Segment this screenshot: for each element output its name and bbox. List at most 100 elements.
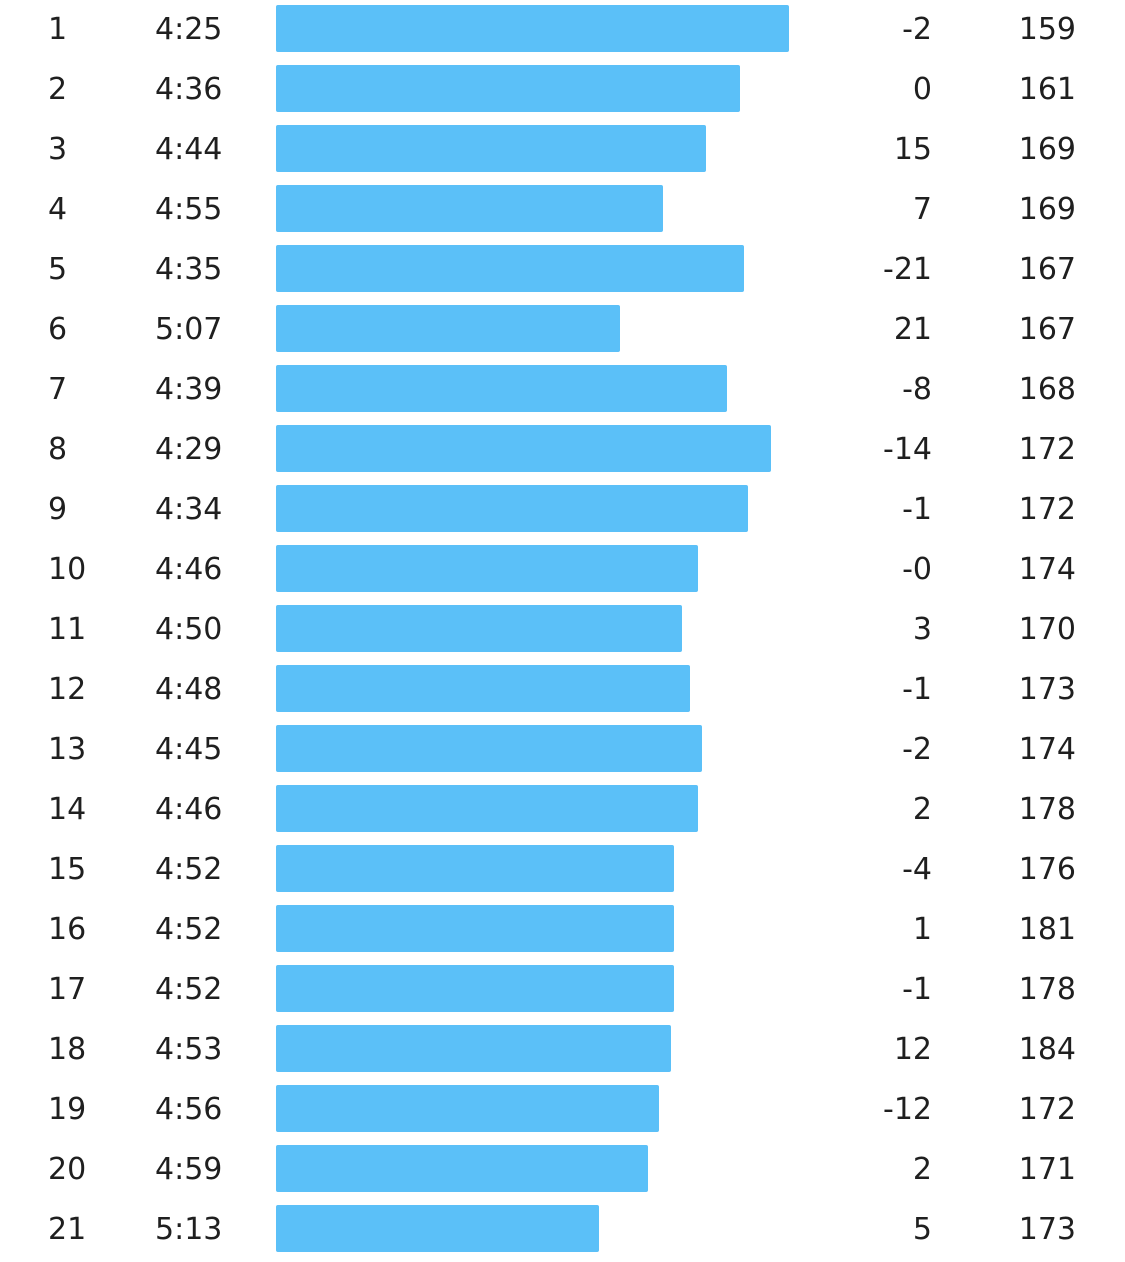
- split-elevation: 21: [893, 312, 932, 347]
- pace-bar: [276, 305, 620, 352]
- pace-bar: [276, 605, 682, 652]
- split-heart-rate: 172: [1018, 1092, 1076, 1127]
- split-km: 7: [48, 372, 68, 407]
- split-km: 18: [48, 1032, 87, 1067]
- pace-bar: [276, 1145, 648, 1192]
- split-row: 18 4:53 12 184: [0, 1020, 1125, 1080]
- split-heart-rate: 169: [1018, 192, 1076, 227]
- split-row: 1 4:25 -2 159: [0, 0, 1125, 60]
- split-km: 13: [48, 732, 87, 767]
- split-row: 8 4:29 -14 172: [0, 420, 1125, 480]
- split-km: 5: [48, 252, 68, 287]
- split-elevation: -21: [883, 252, 932, 287]
- split-pace: 4:25: [155, 12, 223, 47]
- split-pace: 4:52: [155, 852, 223, 887]
- split-row: 2 4:36 0 161: [0, 60, 1125, 120]
- split-elevation: -8: [902, 372, 932, 407]
- split-row: 4 4:55 7 169: [0, 180, 1125, 240]
- split-pace: 4:39: [155, 372, 223, 407]
- pace-bar: [276, 425, 771, 472]
- split-pace: 4:34: [155, 492, 223, 527]
- split-pace: 4:45: [155, 732, 223, 767]
- split-km: 2: [48, 72, 68, 107]
- split-km: 11: [48, 612, 87, 647]
- split-km: 21: [48, 1212, 87, 1247]
- split-heart-rate: 184: [1018, 1032, 1076, 1067]
- split-row: 6 5:07 21 167: [0, 300, 1125, 360]
- split-km: 10: [48, 552, 87, 587]
- split-km: 12: [48, 672, 87, 707]
- pace-bar: [276, 1085, 659, 1132]
- split-pace: 4:44: [155, 132, 223, 167]
- split-heart-rate: 170: [1018, 612, 1076, 647]
- split-elevation: 5: [912, 1212, 932, 1247]
- split-elevation: -0: [902, 552, 932, 587]
- split-elevation: 0: [912, 72, 932, 107]
- split-pace: 4:50: [155, 612, 223, 647]
- split-row: 3 4:44 15 169: [0, 120, 1125, 180]
- split-km: 20: [48, 1152, 87, 1187]
- split-heart-rate: 176: [1018, 852, 1076, 887]
- pace-bar: [276, 785, 698, 832]
- split-elevation: 2: [912, 1152, 932, 1187]
- split-km: 19: [48, 1092, 87, 1127]
- split-km: 17: [48, 972, 87, 1007]
- split-km: 15: [48, 852, 87, 887]
- pace-bar: [276, 545, 698, 592]
- split-elevation: 7: [912, 192, 932, 227]
- split-elevation: -1: [902, 972, 932, 1007]
- split-pace: 4:53: [155, 1032, 223, 1067]
- split-heart-rate: 167: [1018, 252, 1076, 287]
- split-heart-rate: 169: [1018, 132, 1076, 167]
- pace-bar: [276, 1205, 599, 1252]
- pace-bar: [276, 725, 702, 772]
- split-km: 1: [48, 12, 68, 47]
- pace-bar: [276, 185, 663, 232]
- split-row: 5 4:35 -21 167: [0, 240, 1125, 300]
- split-elevation: 1: [912, 912, 932, 947]
- split-pace: 4:59: [155, 1152, 223, 1187]
- split-heart-rate: 174: [1018, 552, 1076, 587]
- split-pace: 4:52: [155, 912, 223, 947]
- split-elevation: -1: [902, 672, 932, 707]
- split-heart-rate: 167: [1018, 312, 1076, 347]
- split-km: 8: [48, 432, 68, 467]
- split-heart-rate: 168: [1018, 372, 1076, 407]
- split-row: 15 4:52 -4 176: [0, 840, 1125, 900]
- split-row: 10 4:46 -0 174: [0, 540, 1125, 600]
- split-heart-rate: 178: [1018, 792, 1076, 827]
- pace-bar: [276, 965, 674, 1012]
- split-heart-rate: 178: [1018, 972, 1076, 1007]
- pace-bar: [276, 485, 748, 532]
- pace-bar: [276, 65, 740, 112]
- split-heart-rate: 159: [1018, 12, 1076, 47]
- pace-bar: [276, 1025, 671, 1072]
- split-elevation: -1: [902, 492, 932, 527]
- split-pace: 4:46: [155, 792, 223, 827]
- split-elevation: 15: [893, 132, 932, 167]
- split-km: 3: [48, 132, 68, 167]
- split-heart-rate: 172: [1018, 492, 1076, 527]
- pace-bar: [276, 905, 674, 952]
- split-row: 14 4:46 2 178: [0, 780, 1125, 840]
- pace-bar: [276, 365, 727, 412]
- split-pace: 4:46: [155, 552, 223, 587]
- split-row: 20 4:59 2 171: [0, 1140, 1125, 1200]
- split-pace: 5:07: [155, 312, 223, 347]
- split-row: 21 5:13 5 173: [0, 1200, 1125, 1260]
- split-row: 17 4:52 -1 178: [0, 960, 1125, 1020]
- pace-bar: [276, 125, 706, 172]
- split-pace: 4:48: [155, 672, 223, 707]
- split-heart-rate: 172: [1018, 432, 1076, 467]
- split-elevation: -2: [902, 732, 932, 767]
- split-elevation: -4: [902, 852, 932, 887]
- split-km: 14: [48, 792, 87, 827]
- split-elevation: 2: [912, 792, 932, 827]
- split-pace: 4:36: [155, 72, 223, 107]
- split-km: 16: [48, 912, 87, 947]
- split-elevation: 12: [893, 1032, 932, 1067]
- split-pace: 4:55: [155, 192, 223, 227]
- split-pace: 5:13: [155, 1212, 223, 1247]
- split-row: 12 4:48 -1 173: [0, 660, 1125, 720]
